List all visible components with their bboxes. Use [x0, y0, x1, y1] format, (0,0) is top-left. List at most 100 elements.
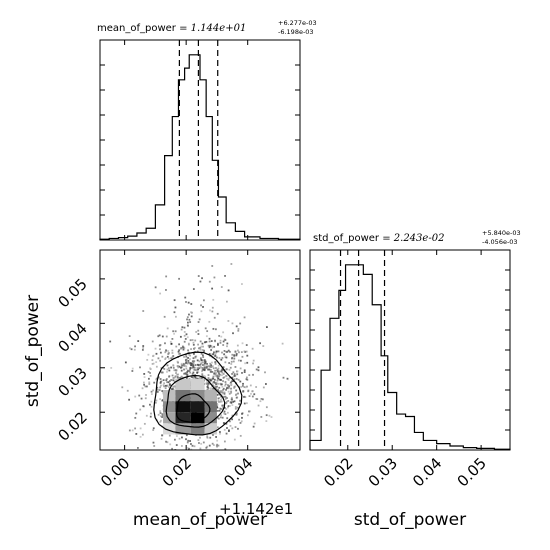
scatter-point — [217, 367, 220, 370]
scatter-point — [164, 384, 167, 387]
scatter-point — [180, 369, 183, 372]
scatter-point — [165, 289, 167, 291]
scatter-point — [190, 376, 193, 379]
scatter-point — [260, 398, 263, 400]
scatter-point — [222, 380, 224, 383]
scatter-point — [208, 320, 211, 323]
scatter-point — [159, 378, 162, 380]
mean-title-plus: +6.277e-03 — [278, 19, 317, 27]
scatter-point — [171, 447, 173, 450]
mean-histogram-panel: mean_of_power = 1.144e+01 +6.277e-03 -6.… — [97, 19, 317, 241]
scatter-point — [216, 416, 219, 419]
scatter-point — [144, 385, 147, 388]
scatter-point — [243, 386, 246, 389]
scatter-point — [193, 360, 196, 363]
scatter-point — [209, 309, 211, 312]
scatter-point — [189, 339, 192, 342]
mean-title-name: mean_of_power — [97, 23, 177, 34]
scatter-point — [121, 386, 124, 389]
scatter-point — [213, 372, 216, 375]
scatter-point — [168, 386, 170, 389]
scatter-point — [200, 304, 202, 307]
scatter-point — [181, 376, 184, 379]
scatter-point — [212, 220, 214, 222]
scatter-point — [161, 416, 163, 418]
scatter-point — [143, 422, 146, 425]
std-y-tick-label: 0.05 — [54, 275, 90, 311]
scatter-point — [216, 312, 219, 315]
std-y-tick-label: 0.04 — [54, 319, 90, 355]
scatter-point — [154, 347, 157, 350]
scatter-point — [197, 333, 200, 335]
scatter-point — [245, 350, 248, 353]
scatter-point — [226, 345, 228, 348]
scatter-point — [177, 366, 180, 369]
scatter-point — [219, 339, 222, 342]
scatter-point — [214, 387, 217, 390]
density-cell — [175, 423, 191, 435]
scatter-point — [186, 441, 189, 444]
scatter-point — [210, 387, 212, 390]
scatter-point — [240, 351, 243, 354]
density-cell — [190, 390, 205, 402]
scatter-point — [237, 392, 239, 395]
scatter-point — [223, 428, 226, 431]
mean-title-minus: -6.198e-03 — [278, 28, 314, 36]
scatter-point — [191, 367, 194, 370]
scatter-point — [178, 365, 181, 368]
scatter-point — [235, 394, 237, 396]
scatter-point — [134, 416, 137, 419]
scatter-point — [156, 391, 159, 393]
scatter-point — [227, 387, 230, 390]
scatter-point — [168, 434, 171, 437]
scatter-point — [215, 382, 217, 385]
scatter-point — [208, 337, 211, 340]
scatter-point — [133, 348, 136, 351]
scatter-point — [255, 386, 258, 388]
scatter-point — [188, 447, 190, 450]
scatter-point — [215, 436, 217, 438]
scatter-point — [152, 355, 154, 358]
scatter-point — [187, 321, 189, 324]
scatter-point — [160, 437, 163, 440]
scatter-point — [192, 357, 195, 360]
scatter-point — [142, 347, 145, 349]
scatter-point — [203, 350, 205, 353]
scatter-point — [159, 381, 162, 384]
scatter-point — [221, 397, 223, 400]
scatter-point — [265, 420, 268, 422]
scatter-point — [209, 389, 212, 391]
scatter-point — [243, 316, 246, 319]
scatter-point — [162, 384, 165, 386]
scatter-point — [139, 366, 141, 369]
scatter-point — [170, 342, 173, 345]
scatter-point — [215, 372, 218, 374]
scatter-point — [220, 389, 223, 392]
scatter-point — [235, 396, 238, 399]
scatter-point — [213, 378, 216, 381]
scatter-point — [242, 390, 245, 393]
scatter-point — [216, 388, 219, 391]
scatter-point — [236, 450, 238, 452]
scatter-point — [169, 384, 172, 387]
scatter-point — [204, 341, 206, 344]
scatter-point — [208, 340, 211, 343]
scatter-point — [224, 383, 227, 386]
scatter-point — [159, 398, 162, 401]
scatter-point — [148, 383, 151, 385]
scatter-point — [222, 373, 225, 375]
scatter-point — [193, 347, 195, 350]
std-title-name: std_of_power — [313, 233, 380, 244]
scatter-point — [176, 373, 178, 376]
scatter-point — [159, 420, 162, 423]
scatter-point — [186, 318, 188, 321]
density-cell — [190, 401, 205, 413]
scatter-point — [171, 357, 174, 360]
scatter-point — [212, 433, 214, 436]
scatter-point — [252, 373, 254, 376]
scatter-point — [163, 382, 166, 385]
scatter-point — [251, 347, 254, 350]
scatter-point — [234, 385, 237, 388]
scatter-point — [177, 353, 180, 355]
scatter-point — [235, 325, 238, 328]
